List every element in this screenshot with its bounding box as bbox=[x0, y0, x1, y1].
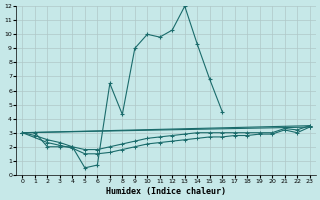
X-axis label: Humidex (Indice chaleur): Humidex (Indice chaleur) bbox=[106, 187, 226, 196]
